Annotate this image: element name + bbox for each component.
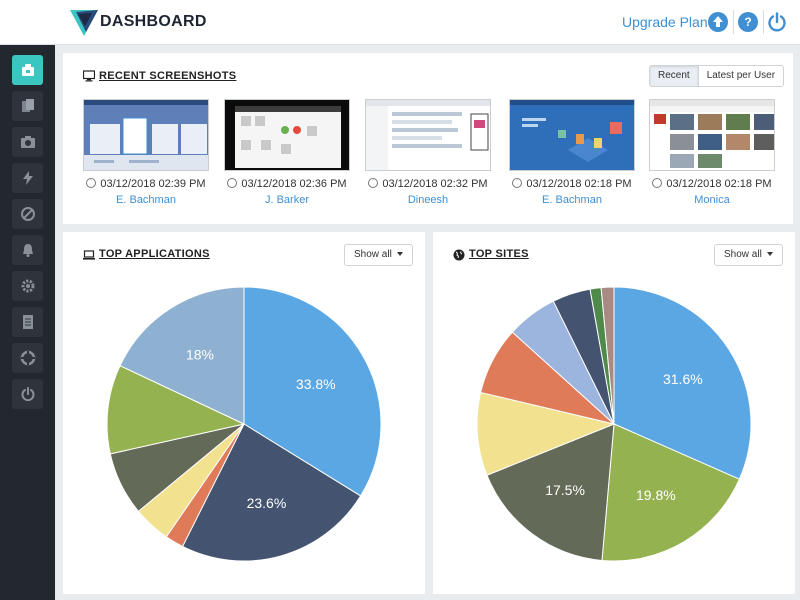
sidebar-item-dashboard[interactable] bbox=[12, 55, 43, 85]
screenshot-user-link[interactable]: E. Bachman bbox=[542, 194, 602, 206]
show-all-label: Show all bbox=[724, 249, 762, 260]
arrow-up-icon bbox=[713, 16, 723, 27]
sidebar-item-blocked[interactable] bbox=[12, 199, 43, 229]
screenshot-thumbnail[interactable] bbox=[83, 99, 209, 171]
clock-icon bbox=[227, 178, 238, 188]
sites-slice-1[interactable] bbox=[601, 423, 741, 562]
sites-slice-label-2: 17.5% bbox=[545, 482, 585, 498]
screenshot-user-link[interactable]: J. Barker bbox=[264, 194, 309, 206]
notebook-icon bbox=[22, 315, 33, 329]
sites-slice-label-0: 31.6% bbox=[663, 371, 703, 387]
screenshot-timestamp: 03/12/2018 02:39 PM bbox=[83, 178, 209, 190]
sidebar-item-documents[interactable] bbox=[12, 91, 43, 121]
documents-icon bbox=[21, 99, 34, 112]
recent-view-toggle: Recent Latest per User bbox=[649, 65, 785, 87]
screenshot-thumbnail[interactable] bbox=[365, 99, 491, 171]
top-applications-title: TOP APPLICATIONS bbox=[99, 248, 210, 260]
upload-button[interactable] bbox=[708, 12, 728, 32]
caret-down-icon bbox=[396, 252, 403, 256]
bell-icon bbox=[22, 244, 33, 257]
gear-icon bbox=[21, 279, 34, 293]
top-applications-show-all-dropdown[interactable]: Show all bbox=[344, 244, 413, 266]
sidebar-item-activity[interactable] bbox=[12, 163, 43, 193]
recent-screenshots-title: RECENT SCREENSHOTS bbox=[99, 70, 237, 82]
screenshot-timestamp: 03/12/2018 02:18 PM bbox=[649, 178, 775, 190]
camera-icon bbox=[20, 136, 35, 148]
top-applications-pie-chart: 33.8% 23.6% 18% bbox=[106, 286, 382, 562]
sidebar-item-support[interactable] bbox=[12, 343, 43, 373]
sites-slice-8[interactable] bbox=[600, 286, 615, 425]
screenshot-thumbnail[interactable] bbox=[509, 99, 635, 171]
sites-slice-label-1: 19.8% bbox=[636, 487, 676, 503]
sidebar-item-logout[interactable] bbox=[12, 379, 43, 409]
show-all-label: Show all bbox=[354, 249, 392, 260]
screenshot-user-link[interactable]: Monica bbox=[694, 194, 730, 206]
sidebar-item-settings[interactable] bbox=[12, 271, 43, 301]
caret-down-icon bbox=[766, 252, 773, 256]
apps-slice-label-1: 23.6% bbox=[247, 495, 287, 511]
sidebar-item-screenshots[interactable] bbox=[12, 127, 43, 157]
upgrade-plan-link[interactable]: Upgrade Plan bbox=[622, 14, 708, 30]
sidebar-item-alerts[interactable] bbox=[12, 235, 43, 265]
logout-power-icon[interactable] bbox=[766, 11, 788, 33]
sites-slice-3[interactable] bbox=[476, 391, 616, 476]
logo-icon bbox=[70, 10, 98, 36]
power-icon bbox=[21, 387, 34, 402]
screenshot-user-link[interactable]: Dineesh bbox=[407, 194, 449, 206]
apps-slice-6[interactable] bbox=[119, 286, 245, 425]
sidebar-item-reports[interactable] bbox=[12, 307, 43, 337]
sidebar bbox=[0, 45, 55, 600]
brand-title: DASHBOARD bbox=[100, 13, 207, 30]
top-sites-title: TOP SITES bbox=[469, 248, 529, 260]
apps-slice-0[interactable] bbox=[243, 286, 382, 497]
dashboard-icon bbox=[21, 64, 34, 76]
tab-recent[interactable]: Recent bbox=[650, 66, 699, 86]
globe-icon bbox=[453, 249, 465, 261]
block-icon bbox=[20, 207, 35, 221]
clock-icon bbox=[86, 178, 97, 188]
help-button[interactable]: ? bbox=[738, 12, 758, 32]
clock-icon bbox=[512, 178, 523, 188]
tab-latest-per-user[interactable]: Latest per User bbox=[698, 66, 784, 86]
lifebuoy-icon bbox=[20, 350, 35, 366]
laptop-icon bbox=[83, 250, 95, 260]
screenshot-timestamp: 03/12/2018 02:32 PM bbox=[365, 178, 491, 190]
screenshot-user-link[interactable]: E. Bachman bbox=[116, 194, 176, 206]
apps-slice-label-0: 33.8% bbox=[296, 376, 336, 392]
screenshot-thumbnail[interactable] bbox=[649, 99, 775, 171]
screenshot-timestamp: 03/12/2018 02:36 PM bbox=[224, 178, 350, 190]
clock-icon bbox=[368, 178, 379, 188]
top-sites-show-all-dropdown[interactable]: Show all bbox=[714, 244, 783, 266]
apps-slice-5[interactable] bbox=[106, 365, 246, 455]
sites-slice-2[interactable] bbox=[486, 423, 615, 562]
lightning-icon bbox=[22, 171, 33, 185]
apps-slice-label-6: 18% bbox=[186, 347, 214, 363]
top-sites-pie-chart: 31.6% 19.8% 17.5% bbox=[476, 286, 752, 562]
top-header: DASHBOARD Upgrade Plan ? bbox=[0, 0, 800, 45]
screenshot-thumbnail[interactable] bbox=[224, 99, 350, 171]
monitor-icon bbox=[83, 70, 95, 82]
sites-slice-0[interactable] bbox=[613, 286, 752, 480]
screenshot-timestamp: 03/12/2018 02:18 PM bbox=[509, 178, 635, 190]
clock-icon bbox=[652, 178, 663, 188]
